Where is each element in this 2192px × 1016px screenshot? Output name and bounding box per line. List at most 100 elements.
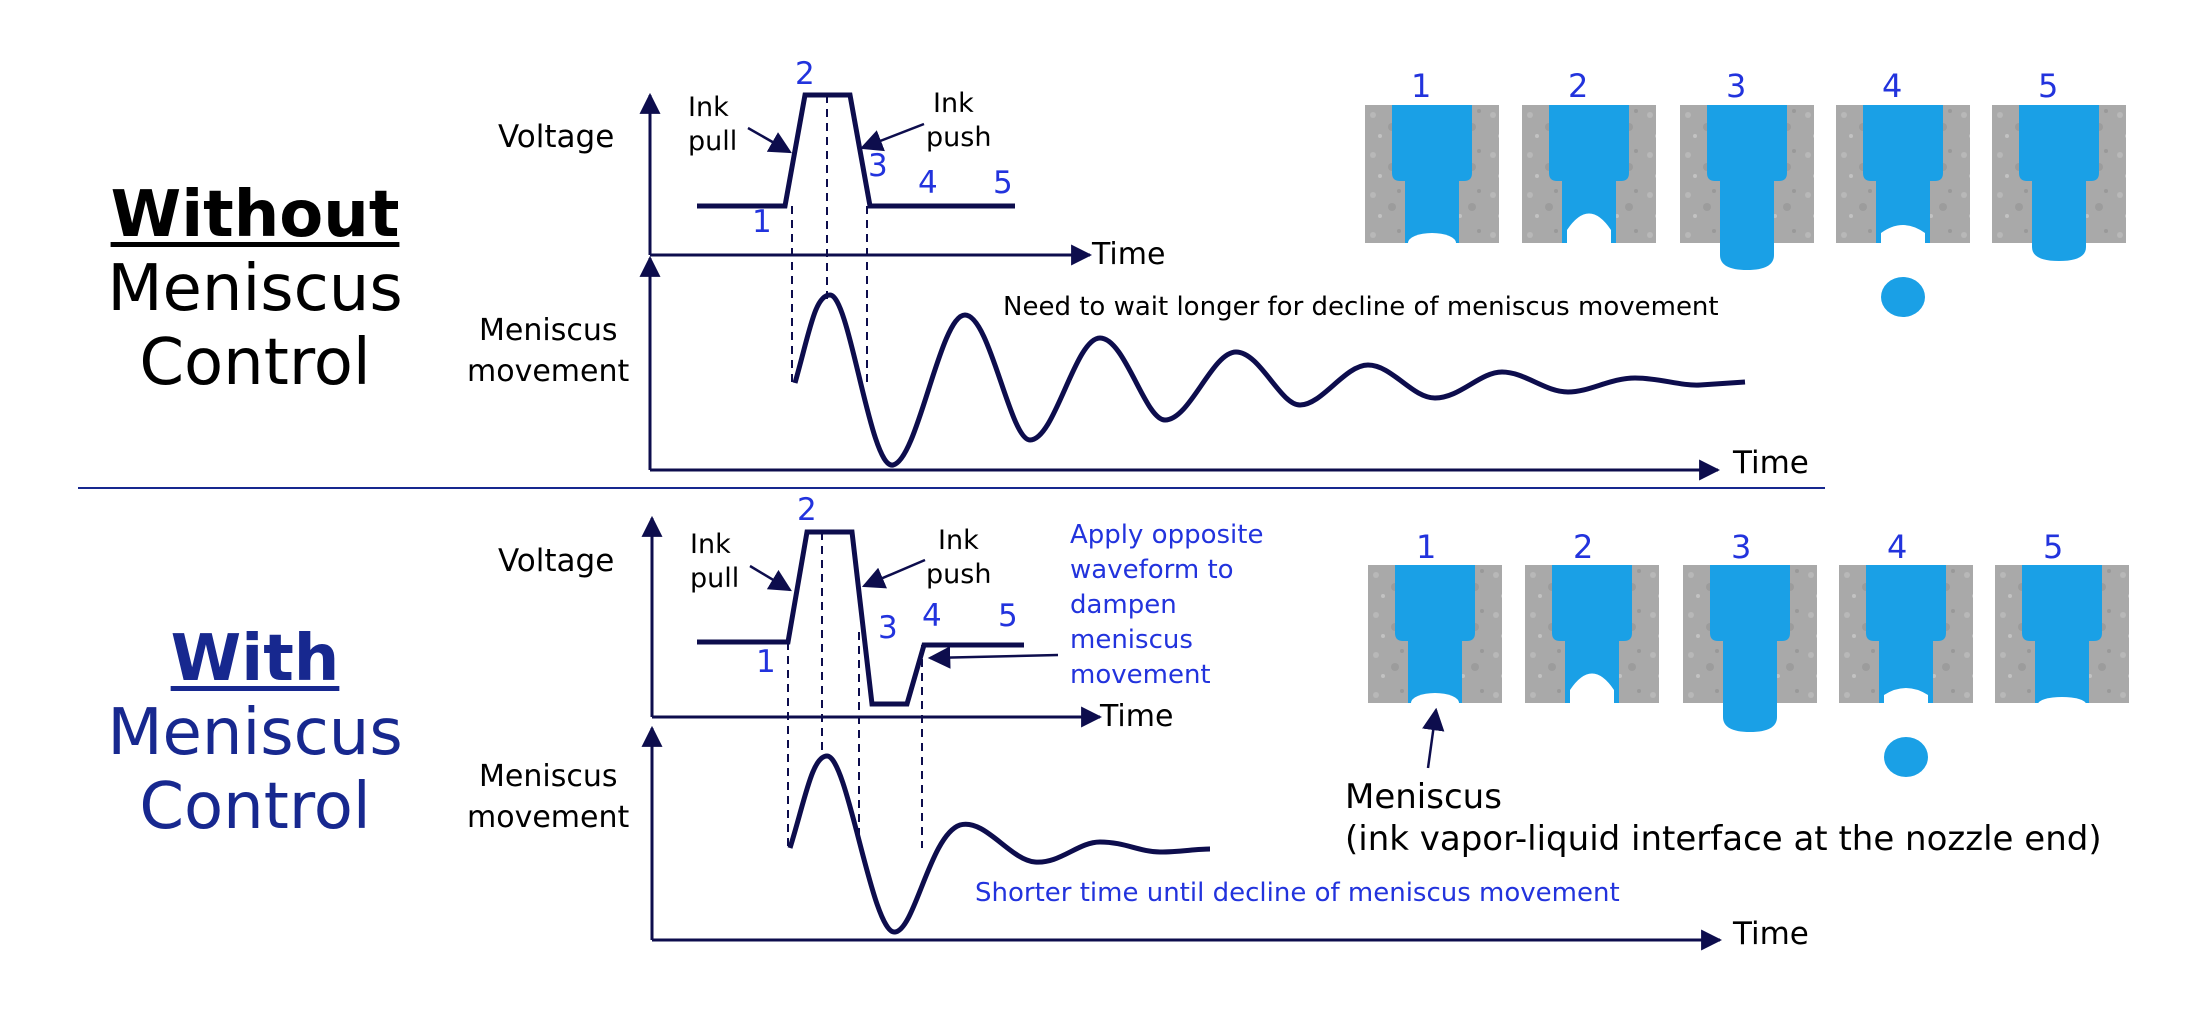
ink-fill xyxy=(1552,565,1632,703)
ink-fill xyxy=(1866,565,1946,703)
bottom-nozzle-5 xyxy=(1995,565,2129,711)
with-meniscus-control-title: With Meniscus Control xyxy=(95,622,415,845)
meniscus-callout-title: Meniscus xyxy=(1345,777,1502,817)
bottom-voltage-label: Voltage xyxy=(498,543,614,579)
top-ink-pull-line2: pull xyxy=(688,126,737,157)
bottom-nozzle-images: 1 2 3 4 5 xyxy=(1368,528,2129,777)
ink-fill xyxy=(1863,105,1943,243)
ink-fill xyxy=(1710,565,1790,732)
bottom-meniscus-label-line2: movement xyxy=(467,800,629,835)
top-nozzle-number-5: 5 xyxy=(2038,67,2058,105)
ink-fill xyxy=(1392,105,1472,243)
bottom-meniscus-label-line1: Meniscus xyxy=(479,759,617,794)
bottom-time-label: Time xyxy=(1099,699,1173,734)
bottom-voltage-waveform xyxy=(697,529,1024,707)
apply-note-arrow xyxy=(927,646,1059,669)
bottom-meniscus-curve xyxy=(787,753,1211,935)
bottom-nozzle-3 xyxy=(1683,565,1817,732)
meniscus-air-pocket xyxy=(2038,697,2086,711)
apply-note-line3: dampen xyxy=(1070,590,1177,620)
bottom-nozzle-4 xyxy=(1839,565,1973,777)
top-wait-note: Need to wait longer for decline of menis… xyxy=(1003,292,1719,322)
meniscus-callout-description: (ink vapor-liquid interface at the nozzl… xyxy=(1345,819,2102,859)
bottom-meniscus-chart: Time Meniscus movement Shorter time unti… xyxy=(467,725,1809,952)
top-ink-push-line1: Ink xyxy=(933,88,974,119)
top-ink-push-arrow xyxy=(859,122,925,152)
bottom-ink-push-line1: Ink xyxy=(938,525,979,556)
top-dashed-guides xyxy=(791,95,868,383)
top-ink-pull-arrow xyxy=(747,126,792,154)
bottom-ink-pull-line2: pull xyxy=(690,563,739,594)
apply-note-line4: meniscus xyxy=(1070,625,1193,655)
bottom-shorter-note: Shorter time until decline of meniscus m… xyxy=(975,878,1620,908)
meniscus-air-pocket xyxy=(1884,688,1928,703)
title-control-line: Control xyxy=(139,326,371,401)
bottom-ink-pull-arrow xyxy=(749,564,792,592)
top-nozzle-2 xyxy=(1522,105,1656,243)
top-nozzle-number-4: 4 xyxy=(1882,67,1902,105)
top-voltage-label: Voltage xyxy=(498,119,614,155)
bottom-dashed-guides xyxy=(787,532,923,848)
bottom-point-5: 5 xyxy=(998,598,1018,634)
bottom-nozzle-number-5: 5 xyxy=(2043,528,2063,566)
bottom-ink-push-line2: push xyxy=(926,559,991,590)
bottom-point-4: 4 xyxy=(922,598,942,634)
top-meniscus-curve xyxy=(792,292,1746,468)
top-point-2: 2 xyxy=(795,56,815,92)
bottom-nozzle-number-4: 4 xyxy=(1887,528,1907,566)
top-nozzle-number-1: 1 xyxy=(1411,67,1431,105)
bottom-point-1: 1 xyxy=(756,644,776,680)
meniscus-callout-arrow xyxy=(1422,707,1445,769)
top-meniscus-label-line2: movement xyxy=(467,354,629,389)
bottom-point-2: 2 xyxy=(797,492,817,528)
without-label: Without xyxy=(110,178,400,252)
apply-note-line2: waveform to xyxy=(1070,555,1234,585)
top-point-3: 3 xyxy=(868,148,888,184)
meniscus-air-pocket xyxy=(1567,213,1611,243)
without-meniscus-control-title: Without Meniscus Control xyxy=(95,178,415,401)
ink-fill xyxy=(1395,565,1475,703)
top-nozzle-number-2: 2 xyxy=(1568,67,1588,105)
top-voltage-chart: Time Voltage Ink pull Ink push 1 2 3 4 5 xyxy=(498,56,1165,272)
title-meniscus-line: Meniscus xyxy=(107,696,403,771)
top-meniscus-label-line1: Meniscus xyxy=(479,313,617,348)
bottom-voltage-chart: Time Voltage Ink pull Ink push 1 2 3 4 5… xyxy=(498,492,1263,734)
ink-fill xyxy=(1549,105,1629,243)
top-ink-pull-line1: Ink xyxy=(688,92,729,123)
top-nozzle-4 xyxy=(1836,105,1970,317)
top-nozzle-5 xyxy=(1992,105,2126,261)
bottom-nozzle-1 xyxy=(1368,565,1502,713)
ink-droplet-icon xyxy=(1884,737,1928,777)
top-meniscus-chart: Time Meniscus movement Need to wait long… xyxy=(467,255,1809,481)
bottom-nozzle-number-3: 3 xyxy=(1731,528,1751,566)
top-point-1: 1 xyxy=(752,204,772,240)
top-point-5: 5 xyxy=(993,165,1013,201)
apply-note-line5: movement xyxy=(1070,660,1211,690)
top-nozzle-images: 1 2 3 4 5 xyxy=(1365,67,2126,317)
bottom-nozzle-2 xyxy=(1525,565,1659,703)
top-nozzle-3 xyxy=(1680,105,1814,270)
bottom-nozzle-number-2: 2 xyxy=(1573,528,1593,566)
top-time-label: Time xyxy=(1091,237,1165,272)
bottom-nozzle-number-1: 1 xyxy=(1416,528,1436,566)
ink-droplet-icon xyxy=(1881,277,1925,317)
top-meniscus-time-label: Time xyxy=(1732,445,1809,481)
bottom-ink-pull-line1: Ink xyxy=(690,529,731,560)
title-control-line: Control xyxy=(139,770,371,845)
top-point-4: 4 xyxy=(918,165,938,201)
ink-fill xyxy=(2022,565,2102,703)
meniscus-air-pocket xyxy=(1408,233,1456,253)
ink-fill xyxy=(1707,105,1787,270)
with-label: With xyxy=(170,622,340,696)
meniscus-air-pocket xyxy=(1881,225,1925,243)
bottom-point-3: 3 xyxy=(878,610,898,646)
meniscus-air-pocket xyxy=(1570,673,1614,703)
meniscus-callout: Meniscus (ink vapor-liquid interface at … xyxy=(1345,707,2102,859)
top-nozzle-number-3: 3 xyxy=(1726,67,1746,105)
bottom-meniscus-time-label: Time xyxy=(1732,916,1809,952)
apply-note-line1: Apply opposite xyxy=(1070,520,1263,550)
top-ink-push-line2: push xyxy=(926,122,991,153)
ink-fill xyxy=(2019,105,2099,261)
bottom-ink-push-arrow xyxy=(861,558,926,589)
